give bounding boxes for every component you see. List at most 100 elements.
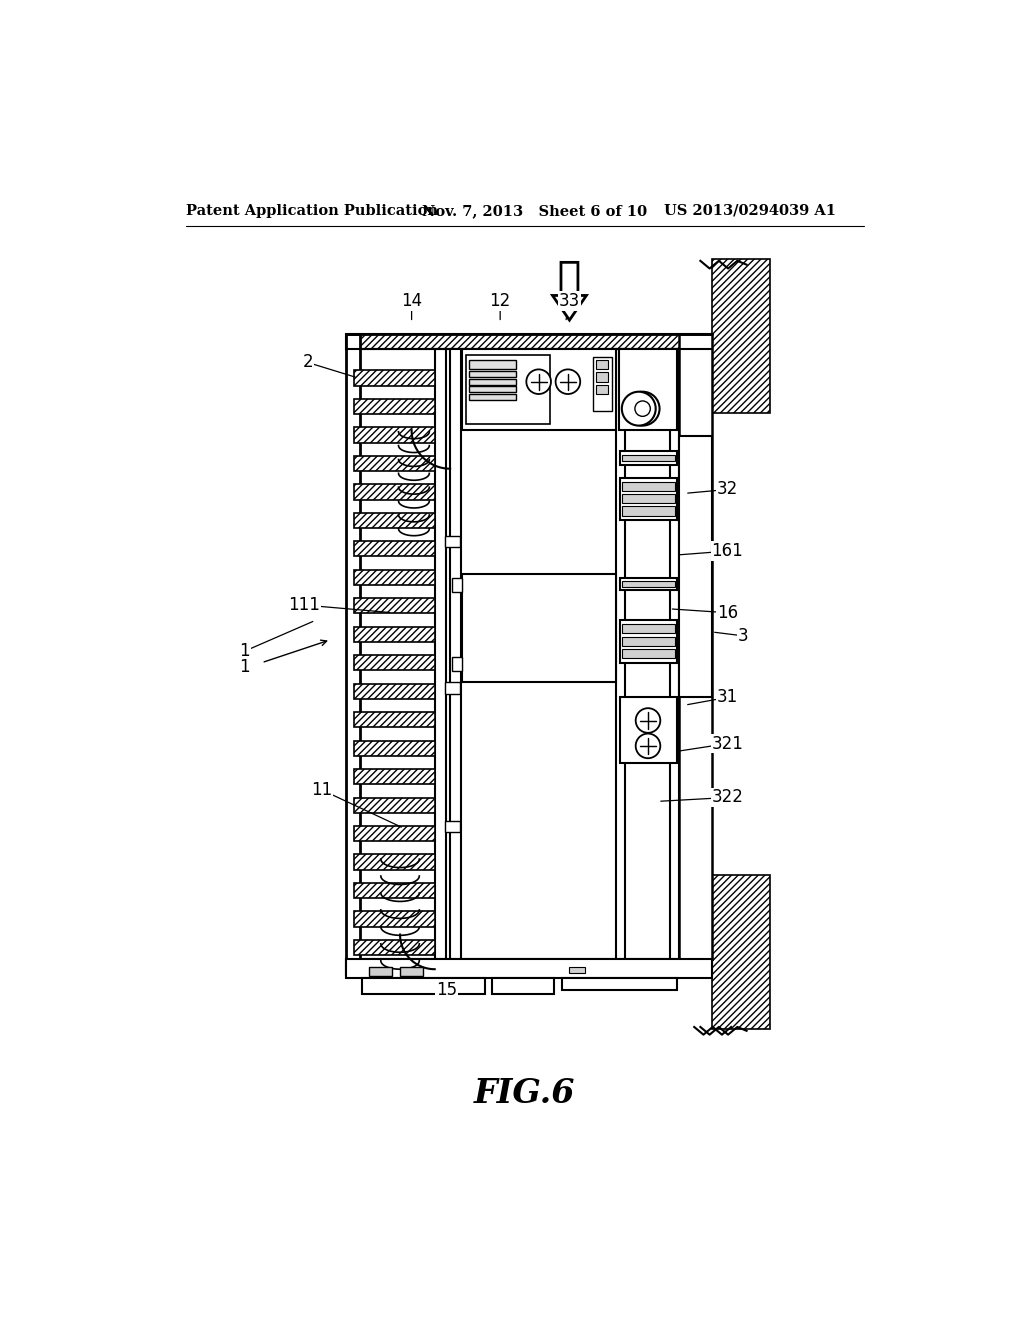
Circle shape [556,370,581,395]
Text: Nov. 7, 2013   Sheet 6 of 10: Nov. 7, 2013 Sheet 6 of 10 [422,203,647,218]
FancyArrow shape [553,263,587,321]
Bar [354,797,435,813]
Bar [469,379,515,385]
Bar [462,574,615,682]
Text: 33: 33 [559,292,580,310]
Bar [622,482,675,491]
Bar [354,399,435,414]
Bar [620,697,677,763]
Text: 1: 1 [240,657,250,676]
Text: FIG.6: FIG.6 [474,1077,575,1110]
Bar [596,360,608,370]
Bar [354,854,435,870]
Bar [620,451,677,465]
Bar [452,578,462,591]
Bar [712,259,770,412]
Circle shape [626,392,659,425]
Text: 12: 12 [489,292,511,310]
Text: 15: 15 [435,981,457,999]
Bar [452,657,462,671]
Bar [354,428,435,442]
Bar [354,741,435,756]
Text: 321: 321 [712,735,743,752]
Bar [361,978,484,994]
Bar [596,385,608,395]
Bar [444,682,460,693]
Bar [493,978,554,994]
Bar [354,883,435,899]
Text: 2: 2 [302,354,313,371]
Bar [670,350,679,960]
Bar [469,360,515,370]
Bar [620,478,677,520]
Bar [354,484,435,499]
Circle shape [526,370,551,395]
Bar [354,711,435,727]
Bar [622,649,675,659]
Circle shape [636,708,660,733]
Bar [622,624,675,634]
Bar [622,581,675,587]
Bar [469,371,515,378]
Bar [400,966,423,977]
Bar [346,334,712,350]
Bar [679,436,712,697]
Text: 3: 3 [737,627,748,644]
Bar [444,536,460,548]
Bar [469,395,515,400]
Bar [354,455,435,471]
Bar [679,334,712,960]
Bar [462,350,615,430]
Bar [712,874,770,1028]
Text: 11: 11 [311,781,332,799]
Bar [469,387,515,392]
Bar [615,350,625,960]
Text: US 2013/0294039 A1: US 2013/0294039 A1 [665,203,837,218]
Bar [593,358,611,411]
Text: 31: 31 [717,689,738,706]
Bar [451,350,461,960]
Bar [622,455,675,461]
Text: 111: 111 [288,597,319,614]
Bar [346,334,360,974]
Bar [620,620,677,663]
Bar [354,770,435,784]
Bar [354,826,435,841]
Bar [622,507,675,516]
Bar [712,874,770,1028]
Bar [354,655,435,671]
Text: 16: 16 [717,603,738,622]
Bar [354,684,435,700]
Circle shape [622,392,655,425]
Text: 161: 161 [712,543,743,560]
Circle shape [635,401,650,416]
Bar [466,355,550,424]
Bar [354,940,435,956]
Bar [354,911,435,927]
Bar [444,821,460,832]
Bar [346,960,712,974]
Text: 14: 14 [401,292,422,310]
Bar [622,494,675,503]
Text: 1: 1 [240,643,250,660]
Bar [346,960,712,978]
Bar [622,636,675,645]
Bar [370,966,392,977]
Bar [712,259,770,412]
Bar [354,598,435,614]
Bar [562,978,677,990]
Circle shape [636,734,660,758]
Bar [569,966,585,973]
Bar [354,541,435,557]
Text: 32: 32 [717,480,738,499]
Bar [354,570,435,585]
Bar [618,350,677,430]
Bar [354,512,435,528]
Bar [596,372,608,381]
Bar [354,370,435,385]
Text: Patent Application Publication: Patent Application Publication [186,203,438,218]
Bar [354,627,435,642]
Text: 322: 322 [712,788,743,807]
Bar [620,578,677,590]
Bar [435,350,446,960]
